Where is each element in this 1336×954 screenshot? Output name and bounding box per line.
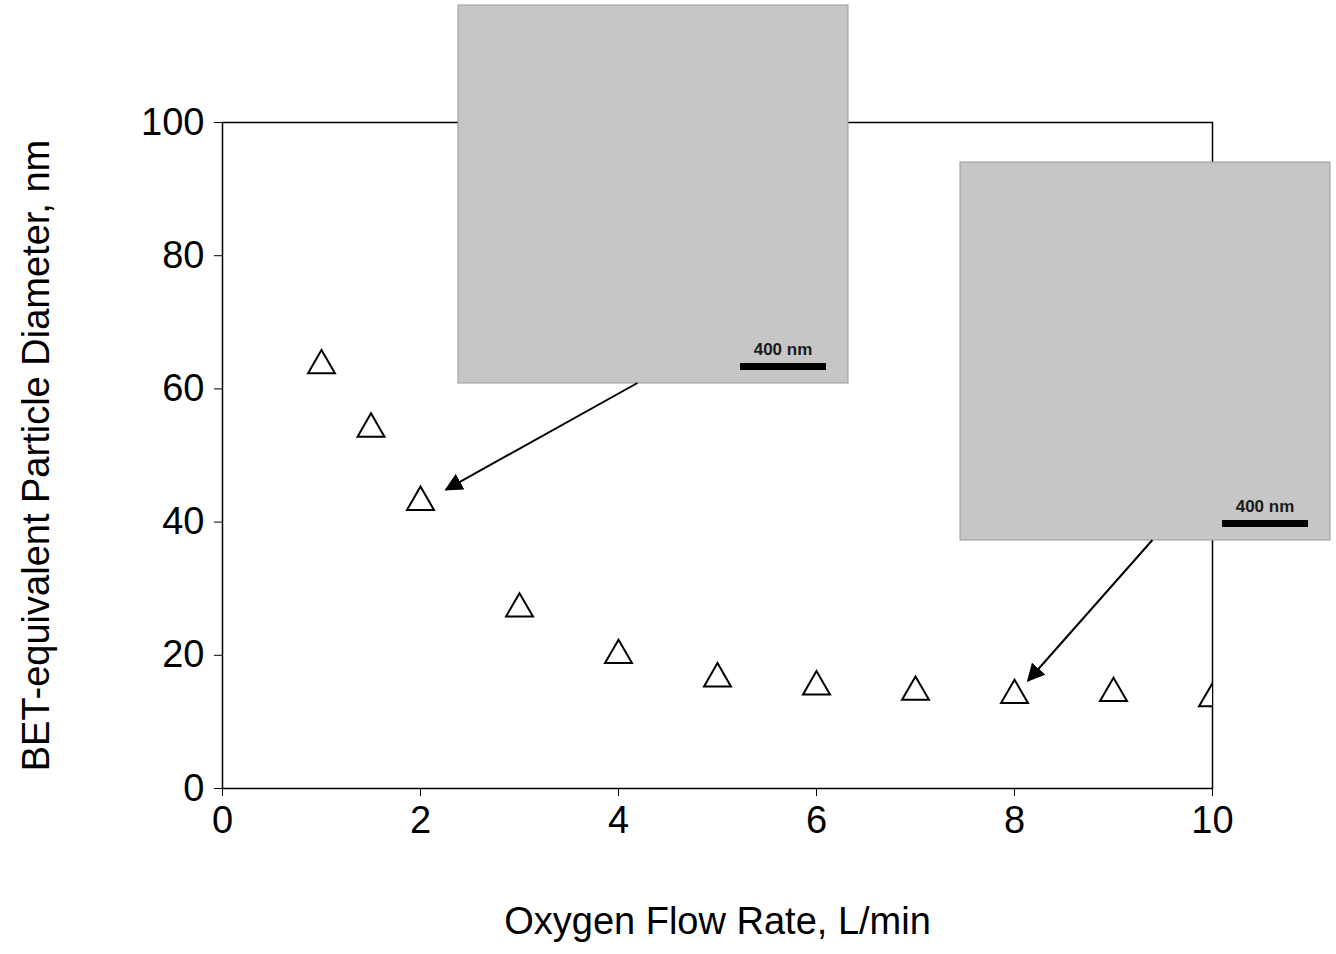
svg-text:6: 6	[806, 799, 827, 841]
svg-text:0: 0	[183, 767, 204, 809]
svg-text:10: 10	[1191, 799, 1233, 841]
svg-text:BET-equivalent Particle Diamet: BET-equivalent Particle Diameter, nm	[15, 140, 57, 772]
svg-text:80: 80	[162, 234, 204, 276]
svg-text:8: 8	[1004, 799, 1025, 841]
svg-text:0: 0	[212, 799, 233, 841]
svg-text:4: 4	[608, 799, 629, 841]
svg-text:Oxygen Flow Rate, L/min: Oxygen Flow Rate, L/min	[504, 900, 931, 942]
svg-text:400 nm: 400 nm	[1236, 497, 1295, 516]
svg-text:40: 40	[162, 500, 204, 542]
svg-text:100: 100	[141, 101, 204, 143]
svg-text:2: 2	[410, 799, 431, 841]
svg-text:400 nm: 400 nm	[754, 340, 813, 359]
svg-text:20: 20	[162, 633, 204, 675]
svg-text:60: 60	[162, 367, 204, 409]
